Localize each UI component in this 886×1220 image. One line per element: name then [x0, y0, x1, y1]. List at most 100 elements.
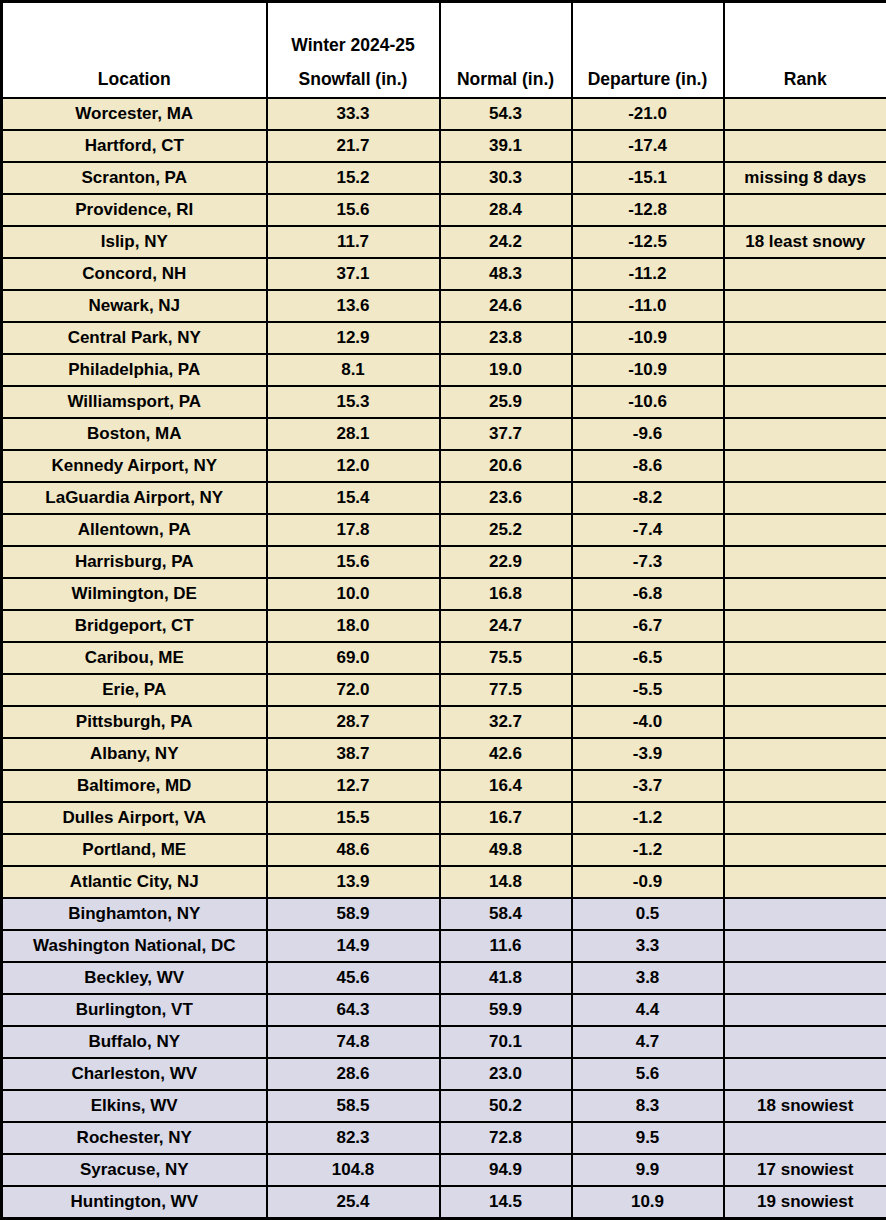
- cell-rank: [724, 290, 886, 322]
- cell-rank: [724, 866, 886, 898]
- cell-location: Central Park, NY: [2, 322, 267, 354]
- cell-rank: [724, 610, 886, 642]
- cell-snowfall: 28.6: [267, 1058, 440, 1090]
- cell-location: Providence, RI: [2, 194, 267, 226]
- cell-departure: -6.7: [572, 610, 724, 642]
- table-row: Caribou, ME 69.0 75.5 -6.5: [2, 642, 886, 674]
- cell-rank: [724, 834, 886, 866]
- cell-location: LaGuardia Airport, NY: [2, 482, 267, 514]
- cell-location: Rochester, NY: [2, 1122, 267, 1154]
- cell-snowfall: 10.0: [267, 578, 440, 610]
- cell-snowfall: 8.1: [267, 354, 440, 386]
- cell-snowfall: 15.3: [267, 386, 440, 418]
- cell-location: Allentown, PA: [2, 514, 267, 546]
- cell-normal: 70.1: [440, 1026, 572, 1058]
- cell-rank: 19 snowiest: [724, 1186, 886, 1218]
- table-row: Albany, NY 38.7 42.6 -3.9: [2, 738, 886, 770]
- cell-normal: 11.6: [440, 930, 572, 962]
- column-header-departure: Departure (in.): [572, 2, 724, 98]
- table-row: Elkins, WV 58.5 50.2 8.3 18 snowiest: [2, 1090, 886, 1122]
- table-row: Rochester, NY 82.3 72.8 9.5: [2, 1122, 886, 1154]
- cell-departure: 4.7: [572, 1026, 724, 1058]
- cell-departure: 3.3: [572, 930, 724, 962]
- cell-rank: [724, 258, 886, 290]
- cell-departure: -11.2: [572, 258, 724, 290]
- cell-rank: [724, 930, 886, 962]
- cell-rank: [724, 994, 886, 1026]
- cell-snowfall: 74.8: [267, 1026, 440, 1058]
- column-header-rank: Rank: [724, 2, 886, 98]
- cell-snowfall: 58.5: [267, 1090, 440, 1122]
- cell-departure: 10.9: [572, 1186, 724, 1218]
- cell-normal: 54.3: [440, 98, 572, 130]
- cell-location: Dulles Airport, VA: [2, 802, 267, 834]
- cell-rank: [724, 962, 886, 994]
- cell-departure: -10.9: [572, 354, 724, 386]
- table-row: Syracuse, NY 104.8 94.9 9.9 17 snowiest: [2, 1154, 886, 1186]
- cell-rank: [724, 578, 886, 610]
- cell-departure: -1.2: [572, 802, 724, 834]
- cell-snowfall: 82.3: [267, 1122, 440, 1154]
- cell-normal: 22.9: [440, 546, 572, 578]
- cell-snowfall: 64.3: [267, 994, 440, 1026]
- cell-location: Scranton, PA: [2, 162, 267, 194]
- cell-location: Huntington, WV: [2, 1186, 267, 1218]
- cell-normal: 30.3: [440, 162, 572, 194]
- cell-location: Syracuse, NY: [2, 1154, 267, 1186]
- cell-departure: 9.9: [572, 1154, 724, 1186]
- cell-normal: 23.6: [440, 482, 572, 514]
- column-header-normal: Normal (in.): [440, 2, 572, 98]
- cell-snowfall: 21.7: [267, 130, 440, 162]
- cell-snowfall: 11.7: [267, 226, 440, 258]
- cell-normal: 75.5: [440, 642, 572, 674]
- cell-rank: [724, 98, 886, 130]
- cell-normal: 20.6: [440, 450, 572, 482]
- cell-rank: [724, 738, 886, 770]
- cell-normal: 41.8: [440, 962, 572, 994]
- cell-normal: 19.0: [440, 354, 572, 386]
- cell-location: Williamsport, PA: [2, 386, 267, 418]
- table-row: Portland, ME 48.6 49.8 -1.2: [2, 834, 886, 866]
- table-header: Location Winter 2024-25 Snowfall (in.) N…: [2, 2, 886, 98]
- cell-normal: 24.2: [440, 226, 572, 258]
- cell-departure: -7.4: [572, 514, 724, 546]
- table-row: Binghamton, NY 58.9 58.4 0.5: [2, 898, 886, 930]
- cell-location: Harrisburg, PA: [2, 546, 267, 578]
- cell-departure: 9.5: [572, 1122, 724, 1154]
- cell-rank: [724, 450, 886, 482]
- cell-snowfall: 58.9: [267, 898, 440, 930]
- cell-departure: -3.7: [572, 770, 724, 802]
- cell-departure: -1.2: [572, 834, 724, 866]
- cell-snowfall: 45.6: [267, 962, 440, 994]
- cell-rank: [724, 546, 886, 578]
- cell-departure: -10.9: [572, 322, 724, 354]
- cell-rank: [724, 386, 886, 418]
- table-row: Beckley, WV 45.6 41.8 3.8: [2, 962, 886, 994]
- column-header-snowfall-line1: Winter 2024-25: [268, 35, 439, 55]
- cell-rank: [724, 674, 886, 706]
- table-row: Worcester, MA 33.3 54.3 -21.0: [2, 98, 886, 130]
- cell-location: Baltimore, MD: [2, 770, 267, 802]
- table-row: Boston, MA 28.1 37.7 -9.6: [2, 418, 886, 450]
- cell-location: Charleston, WV: [2, 1058, 267, 1090]
- cell-departure: 4.4: [572, 994, 724, 1026]
- cell-rank: [724, 770, 886, 802]
- cell-snowfall: 37.1: [267, 258, 440, 290]
- cell-snowfall: 104.8: [267, 1154, 440, 1186]
- table-row: Islip, NY 11.7 24.2 -12.5 18 least snowy: [2, 226, 886, 258]
- cell-normal: 25.2: [440, 514, 572, 546]
- cell-normal: 24.7: [440, 610, 572, 642]
- cell-normal: 39.1: [440, 130, 572, 162]
- cell-normal: 37.7: [440, 418, 572, 450]
- cell-snowfall: 15.6: [267, 194, 440, 226]
- cell-rank: [724, 642, 886, 674]
- table-row: Pittsburgh, PA 28.7 32.7 -4.0: [2, 706, 886, 738]
- table-row: Hartford, CT 21.7 39.1 -17.4: [2, 130, 886, 162]
- cell-normal: 14.5: [440, 1186, 572, 1218]
- table-row: Atlantic City, NJ 13.9 14.8 -0.9: [2, 866, 886, 898]
- cell-rank: [724, 898, 886, 930]
- cell-snowfall: 15.6: [267, 546, 440, 578]
- table-row: LaGuardia Airport, NY 15.4 23.6 -8.2: [2, 482, 886, 514]
- table-row: Scranton, PA 15.2 30.3 -15.1 missing 8 d…: [2, 162, 886, 194]
- cell-rank: [724, 482, 886, 514]
